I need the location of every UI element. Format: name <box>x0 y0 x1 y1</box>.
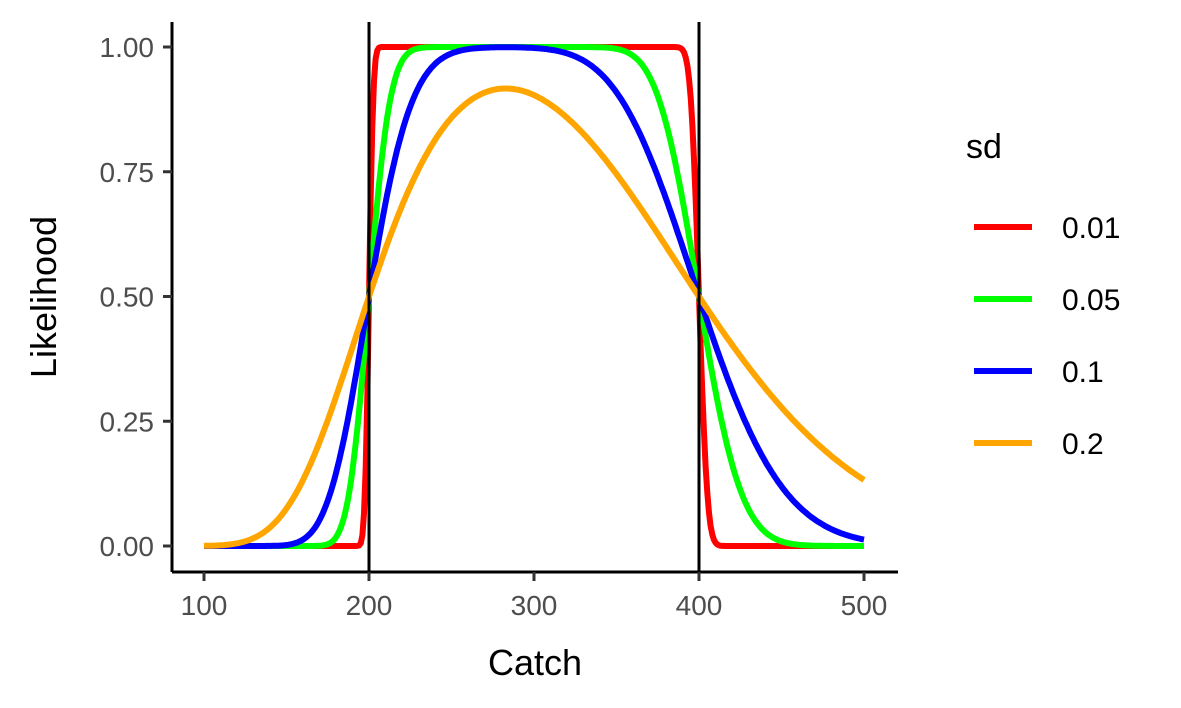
legend-items: 0.01 0.05 0.1 0.2 <box>974 212 1120 461</box>
series-line-0-2 <box>202 85 866 549</box>
bounds-layer <box>367 22 701 572</box>
series-layer <box>202 44 866 549</box>
y-tick-label: 0.00 <box>100 531 155 562</box>
y-tick-label: 1.00 <box>100 32 155 63</box>
legend-label-0-05: 0.05 <box>1062 284 1120 317</box>
series-line-0-1 <box>202 44 866 549</box>
x-tick-label: 100 <box>181 590 228 621</box>
x-axis-title: Catch <box>488 642 582 683</box>
legend: sd 0.01 0.05 0.1 0.2 <box>966 128 1120 461</box>
legend-title: sd <box>966 128 1002 166</box>
y-tick-label: 0.25 <box>100 406 155 437</box>
y-tick-label: 0.75 <box>100 157 155 188</box>
series-line-0-01 <box>202 44 866 549</box>
x-tick-label: 300 <box>511 590 558 621</box>
legend-label-0-01: 0.01 <box>1062 212 1120 245</box>
y-axis-title: Likelihood <box>23 216 64 378</box>
x-tick-label: 500 <box>841 590 888 621</box>
ticks-layer: 100 200 300 400 500 0.00 0.25 0.50 0.75 1.00 <box>100 32 888 621</box>
legend-label-0-2: 0.2 <box>1062 428 1104 461</box>
series-line-0-05 <box>202 44 866 549</box>
y-tick-label: 0.50 <box>100 282 155 313</box>
x-tick-label: 200 <box>346 590 393 621</box>
x-tick-label: 400 <box>676 590 723 621</box>
legend-label-0-1: 0.1 <box>1062 356 1104 389</box>
